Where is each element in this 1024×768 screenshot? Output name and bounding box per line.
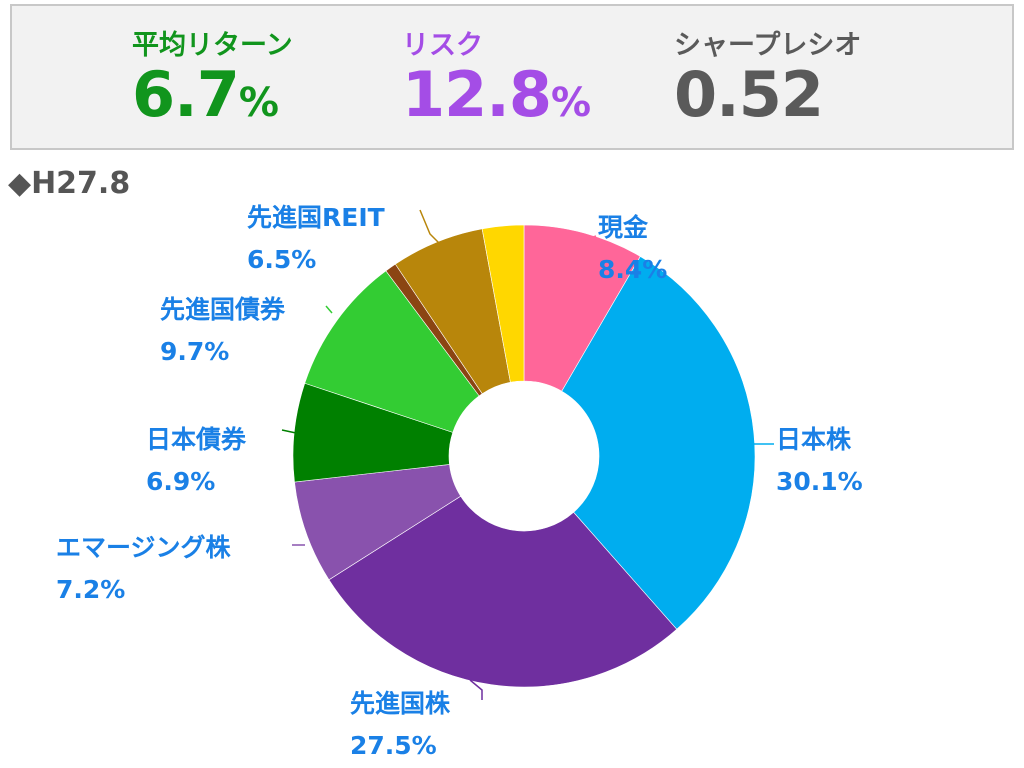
risk-value-row: 12.8% [402,62,591,136]
slice-先進国株 [328,495,678,688]
leader-line-先進国REIT [419,209,441,245]
slice-label-日本株: 日本株 [776,425,852,454]
slice-value-日本債券: 6.9% [146,467,215,496]
slice-日本株 [561,256,756,630]
leader-line-先進国債券 [325,305,333,314]
slice-label-先進国REIT: 先進国REIT [247,203,385,232]
slice-先進国債券 [304,270,480,433]
leader-line-現金 [574,235,597,245]
return-value-row: 6.7% [132,62,293,136]
slice-value-先進国REIT: 6.5% [247,245,316,274]
risk-value: 12.8 [402,58,552,131]
return-unit: % [238,80,279,126]
leader-line-先進国株 [469,679,483,700]
slice-label-日本債券: 日本債券 [146,425,247,454]
leader-line-日本債券 [281,429,297,434]
date-label: ◆H27.8 [8,166,131,201]
slice-value-エマージング株: 7.2% [56,575,125,604]
slice-minor-8 [481,224,525,383]
slice-label-現金: 現金 [598,213,649,242]
stat-risk: リスク 12.8% [402,30,591,136]
slice-value-現金: 8.4% [598,255,667,284]
slice-value-先進国株: 27.5% [350,731,437,760]
sharpe-label: シャープレシオ [674,30,862,61]
stat-sharpe: シャープレシオ 0.52 [674,30,861,136]
sharpe-value: 0.52 [674,58,824,131]
return-value: 6.7 [132,58,240,131]
slice-label-先進国株: 先進国株 [350,689,451,718]
risk-label: リスク [402,30,483,61]
slice-value-先進国債券: 9.7% [160,337,229,366]
risk-unit: % [550,80,591,126]
slice-label-エマージング株: エマージング株 [56,533,232,562]
stats-panel: 平均リターン 6.7% リスク 12.8% シャープレシオ 0.52 [10,4,1014,150]
sharpe-value-row: 0.52 [674,62,861,136]
slice-value-日本株: 30.1% [776,467,863,496]
slice-label-先進国債券: 先進国債券 [160,295,286,324]
stat-return: 平均リターン 6.7% [132,30,293,136]
return-label: 平均リターン [132,30,293,61]
